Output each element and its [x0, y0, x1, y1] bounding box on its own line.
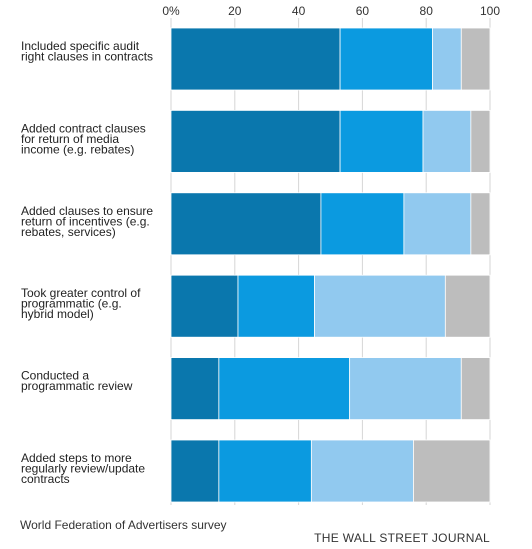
category-label-line: Added contract clauses	[21, 121, 146, 135]
bar-segment	[444, 274, 491, 338]
bar-segment	[339, 27, 433, 91]
x-tick-label: 40	[292, 4, 306, 18]
x-tick-label: 100	[480, 4, 500, 18]
bar-segment	[170, 439, 220, 503]
bar-segment	[460, 27, 491, 91]
bar-segment	[349, 357, 462, 421]
category-label: Took greater control of programmatic (e.g…	[21, 286, 141, 321]
grid-lines	[170, 18, 491, 505]
bar-segment	[403, 192, 472, 256]
category-label: Conducted a programmatic review	[21, 369, 133, 394]
bar-segment	[314, 274, 446, 338]
category-label: Included specific audit right clauses in …	[21, 39, 153, 64]
category-label-line: for return of media	[21, 132, 119, 146]
category-label-line: Took greater control of	[21, 286, 141, 300]
bars	[170, 27, 491, 503]
bar-segment	[470, 110, 491, 173]
category-label-line: right clauses in contracts	[21, 50, 153, 64]
category-label-line: Conducted a	[21, 369, 89, 383]
bar-segment	[170, 192, 322, 256]
category-label-line: hybrid model)	[21, 307, 94, 321]
category-label-line: rebates, services)	[21, 225, 116, 239]
bar-segment	[320, 192, 405, 256]
publisher-credit: THE WALL STREET JOURNAL	[314, 531, 490, 545]
x-tick-label: 20	[228, 4, 242, 18]
bar-segment	[432, 27, 462, 91]
bar-segment	[339, 110, 424, 173]
bar-segment	[170, 110, 341, 173]
x-tick-label: 0%	[162, 4, 180, 18]
x-axis-ticks: 0% 20 40 60 80 100	[162, 4, 500, 18]
category-label-line: income (e.g. rebates)	[21, 142, 134, 156]
bar-segment	[310, 439, 414, 503]
x-tick-label: 60	[356, 4, 370, 18]
source-note: World Federation of Advertisers survey	[20, 518, 227, 532]
category-label: Added clauses to ensure return of incenti…	[21, 204, 153, 239]
bar-segment	[460, 357, 491, 421]
bar-segment	[170, 27, 341, 91]
category-label-line: Added clauses to ensure	[21, 204, 153, 218]
category-label-line: Included specific audit	[21, 39, 140, 53]
category-labels: Included specific audit right clauses in …	[21, 39, 153, 486]
category-label-line: programmatic (e.g.	[21, 297, 122, 311]
category-label-line: programmatic review	[21, 379, 133, 393]
bar-segment	[170, 274, 239, 338]
bar-segment	[413, 439, 491, 503]
category-label-line: Added steps to more	[21, 451, 132, 465]
category-label-line: contracts	[21, 472, 70, 486]
x-tick-label: 80	[420, 4, 434, 18]
bar-segment	[218, 439, 312, 503]
bar-segment	[422, 110, 472, 173]
bar-segment	[470, 192, 491, 256]
bar-segment	[237, 274, 315, 338]
bar-segment	[170, 357, 220, 421]
category-label-line: return of incentives (e.g.	[21, 214, 150, 228]
category-label: Added contract clauses for return of medi…	[21, 121, 146, 156]
category-label-line: regularly review/update	[21, 462, 145, 476]
category-label: Added steps to more regularly review/upda…	[21, 451, 145, 486]
bar-segment	[218, 357, 351, 421]
